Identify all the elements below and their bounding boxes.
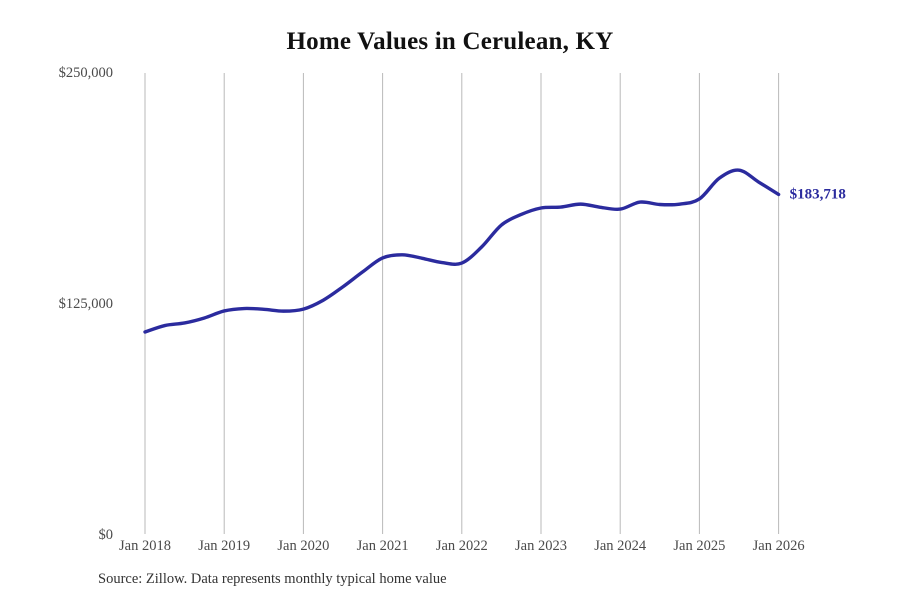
x-tick-label: Jan 2021 [357, 538, 409, 554]
x-tick-label: Jan 2023 [515, 538, 567, 554]
y-tick-label: $0 [99, 527, 114, 543]
y-axis-tick-labels: $0 $125,000 $250,000 [59, 65, 113, 543]
page-title: Home Values in Cerulean, KY [286, 28, 614, 55]
source-note: Source: Zillow. Data represents monthly … [98, 571, 447, 587]
end-value-annotation: $183,718 [790, 186, 846, 202]
y-tick-label: $125,000 [59, 296, 113, 312]
x-tick-label: Jan 2024 [594, 538, 647, 554]
x-tick-label: Jan 2018 [119, 538, 171, 554]
x-tick-label: Jan 2019 [198, 538, 250, 554]
x-tick-label: Jan 2022 [436, 538, 488, 554]
x-tick-label: Jan 2026 [753, 538, 805, 554]
x-tick-label: Jan 2025 [673, 538, 725, 554]
home-value-line [143, 168, 781, 334]
gridlines-group [144, 73, 780, 534]
x-axis-tick-labels: Jan 2018 Jan 2019 Jan 2020 Jan 2021 Jan 2022… [119, 538, 805, 554]
y-tick-label: $250,000 [59, 65, 113, 81]
x-tick-label: Jan 2020 [277, 538, 329, 554]
